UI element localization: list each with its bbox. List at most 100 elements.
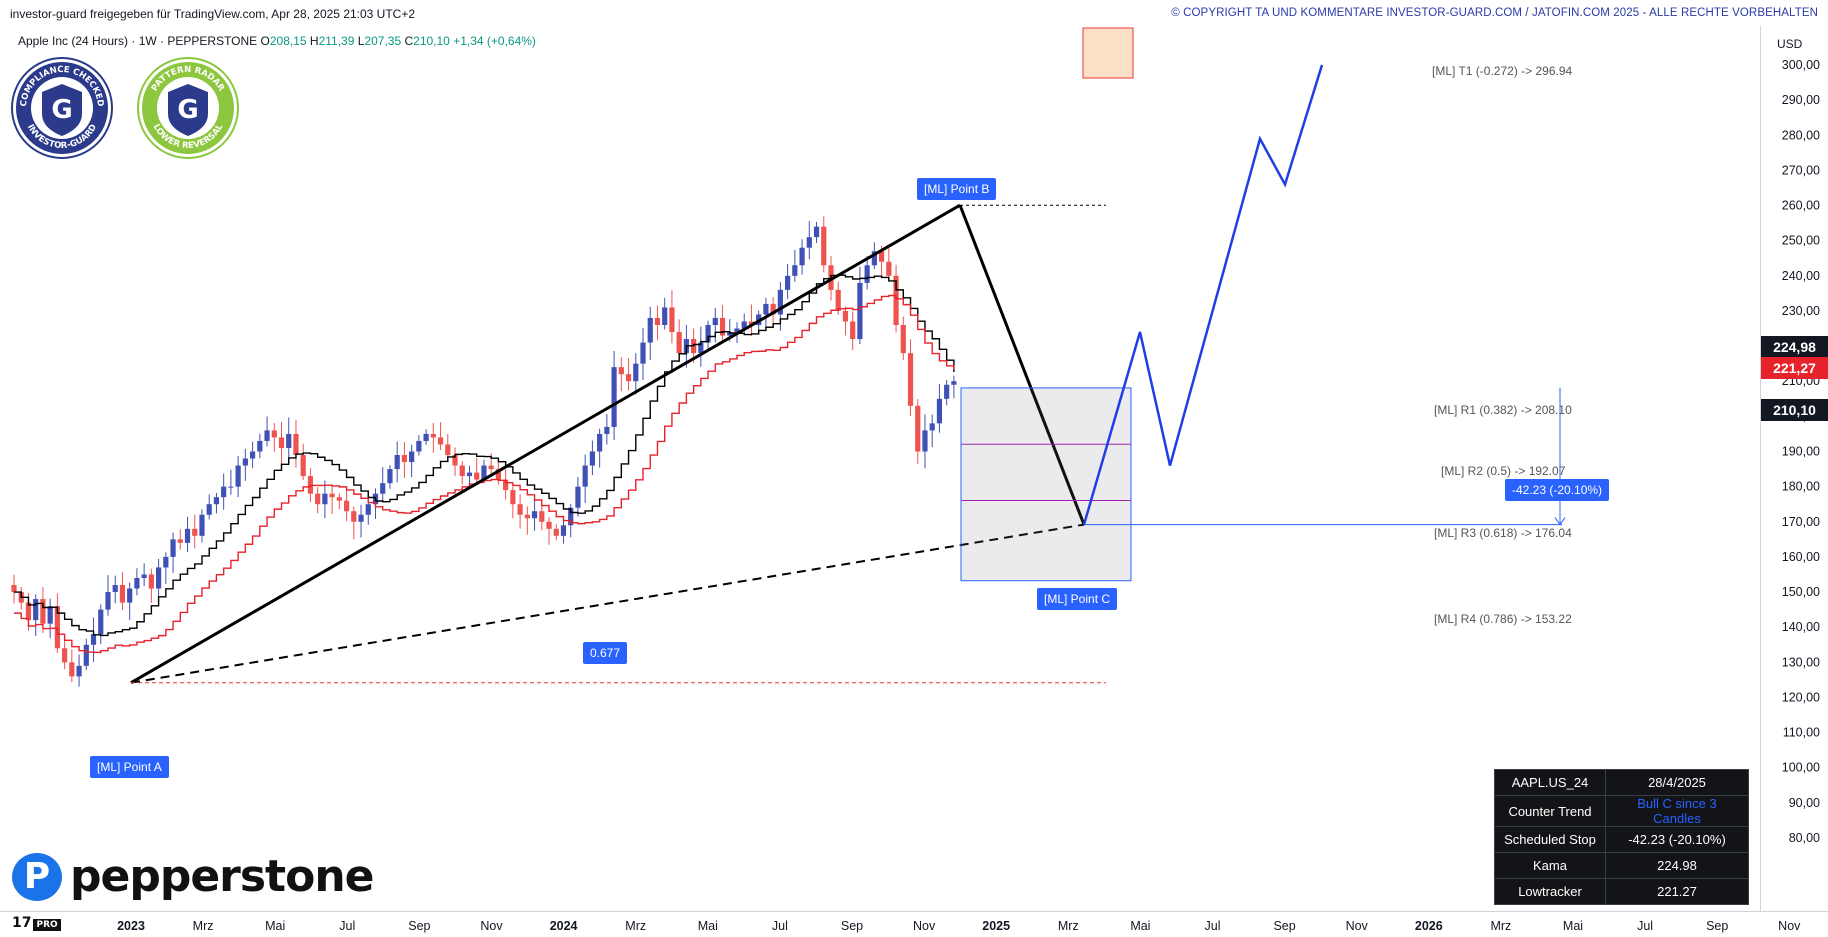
candle-body xyxy=(257,440,263,452)
table-cell: Counter Trend xyxy=(1494,795,1606,827)
t1-level-text: [ML] T1 (-0.272) -> 296.94 xyxy=(1432,64,1573,78)
candle-body xyxy=(806,237,812,248)
lowtracker-price-box: 221,27 xyxy=(1761,357,1828,379)
y-tick-label: 250,00 xyxy=(1782,234,1820,248)
candle-body xyxy=(351,511,357,522)
table-row: Lowtracker 221.27 xyxy=(1494,878,1749,905)
table-cell: 28/4/2025 xyxy=(1605,769,1749,796)
candle-body xyxy=(315,493,321,505)
candle-body xyxy=(951,381,957,385)
y-tick-label: 230,00 xyxy=(1782,304,1820,318)
y-tick-label: 270,00 xyxy=(1782,163,1820,177)
close-value: 210,10 xyxy=(413,34,450,48)
share-info-text: investor-guard freigegeben für TradingVi… xyxy=(10,7,416,21)
table-cell: Bull C since 3 Candles xyxy=(1605,795,1749,827)
candle-body xyxy=(777,289,783,315)
price-scale-divider xyxy=(1760,26,1761,911)
pepperstone-wordmark: pepperstone xyxy=(70,851,374,902)
x-tick-label: Mrz xyxy=(625,919,646,933)
stop-arrow-icon xyxy=(1554,517,1566,526)
currency-label: USD xyxy=(1777,37,1803,51)
compliance-badge-icon: G COMPLIANCE CHECKED INVESTOR-GUARD xyxy=(11,57,113,159)
ratio-label[interactable]: 0.677 xyxy=(583,642,628,664)
candle-body xyxy=(871,251,877,266)
candle-body xyxy=(531,511,538,519)
candle-body xyxy=(228,486,234,488)
candle-body xyxy=(459,465,465,477)
candle-body xyxy=(654,317,661,326)
x-tick-label: Sep xyxy=(1273,919,1295,933)
pepperstone-icon: P xyxy=(12,852,62,901)
point-a-label[interactable]: [ML] Point A xyxy=(90,756,169,778)
candle-body xyxy=(560,525,567,536)
candle-body xyxy=(213,497,220,505)
ab-leg-line xyxy=(130,203,961,684)
candle-body xyxy=(503,479,509,491)
candle-body xyxy=(206,504,212,515)
x-tick-label: Mai xyxy=(1130,919,1150,933)
y-tick-label: 190,00 xyxy=(1782,445,1820,459)
candle-body xyxy=(322,493,328,505)
x-tick-label: 2024 xyxy=(550,919,578,933)
candle-body xyxy=(83,644,89,666)
candle-body xyxy=(922,430,928,452)
point-c-label[interactable]: [ML] Point C xyxy=(1037,588,1118,610)
x-tick-label: Jul xyxy=(1637,919,1653,933)
y-tick-label: 90,00 xyxy=(1789,796,1820,810)
y-tick-label: 180,00 xyxy=(1782,480,1820,494)
candle-body xyxy=(452,455,458,466)
candle-body xyxy=(47,606,53,624)
x-tick-label: Mai xyxy=(1563,919,1583,933)
y-tick-label: 80,00 xyxy=(1789,831,1820,845)
x-tick-label: Mrz xyxy=(193,919,214,933)
candle-body xyxy=(698,342,704,354)
candle-body xyxy=(850,321,856,340)
candle-body xyxy=(380,483,386,494)
candle-body xyxy=(835,289,841,311)
candle-body xyxy=(401,455,408,463)
candle-body xyxy=(734,328,740,333)
tradingview-logo: 17 PRO xyxy=(12,915,61,931)
candle-body xyxy=(553,528,559,536)
r4-level-text: [ML] R4 (0.786) -> 153.22 xyxy=(1434,612,1572,626)
candle-body xyxy=(517,504,523,515)
symbol-legend[interactable]: Apple Inc (24 Hours) · 1W · PEPPERSTONE … xyxy=(18,34,536,48)
candle-body xyxy=(416,440,422,452)
x-tick-label: Nov xyxy=(913,919,936,933)
candle-body xyxy=(763,303,769,315)
pattern-radar-badge-icon: G PATTERN RADAR LOWER REVERSAL xyxy=(137,57,239,159)
candle-body xyxy=(365,504,371,515)
candle-body xyxy=(582,465,588,487)
candle-body xyxy=(192,528,198,536)
lowtracker-line xyxy=(14,294,955,654)
table-cell: Scheduled Stop xyxy=(1494,826,1606,853)
y-tick-label: 160,00 xyxy=(1782,550,1820,564)
candle-body xyxy=(445,444,451,456)
x-tick-label: Jul xyxy=(339,919,355,933)
low-value: 207,35 xyxy=(364,34,402,48)
candle-body xyxy=(813,226,820,238)
y-tick-label: 300,00 xyxy=(1782,58,1820,72)
tradingview-pro-badge: PRO xyxy=(33,919,61,931)
candle-body xyxy=(748,321,755,326)
candle-body xyxy=(336,497,342,501)
time-scale-divider xyxy=(0,911,1828,912)
x-tick-label: Nov xyxy=(1346,919,1369,933)
table-cell: -42.23 (-20.10%) xyxy=(1605,826,1749,853)
candle-body xyxy=(98,609,104,635)
candle-body xyxy=(907,353,914,406)
stop-distance-label[interactable]: -42.23 (-20.10%) xyxy=(1505,479,1610,501)
point-b-label[interactable]: [ML] Point B xyxy=(917,178,997,200)
candle-body xyxy=(76,665,82,677)
candle-body xyxy=(474,472,480,480)
candle-body xyxy=(343,500,350,512)
ac-dashed-line xyxy=(130,523,1085,684)
t1-zone-box xyxy=(1082,27,1134,79)
candle-body xyxy=(163,556,169,568)
candle-body xyxy=(329,493,335,498)
pattern-badge-letter: G xyxy=(177,95,198,125)
table-row: Counter Trend Bull C since 3 Candles xyxy=(1494,795,1749,827)
table-cell: Lowtracker xyxy=(1494,878,1606,905)
candle-body xyxy=(69,662,75,677)
